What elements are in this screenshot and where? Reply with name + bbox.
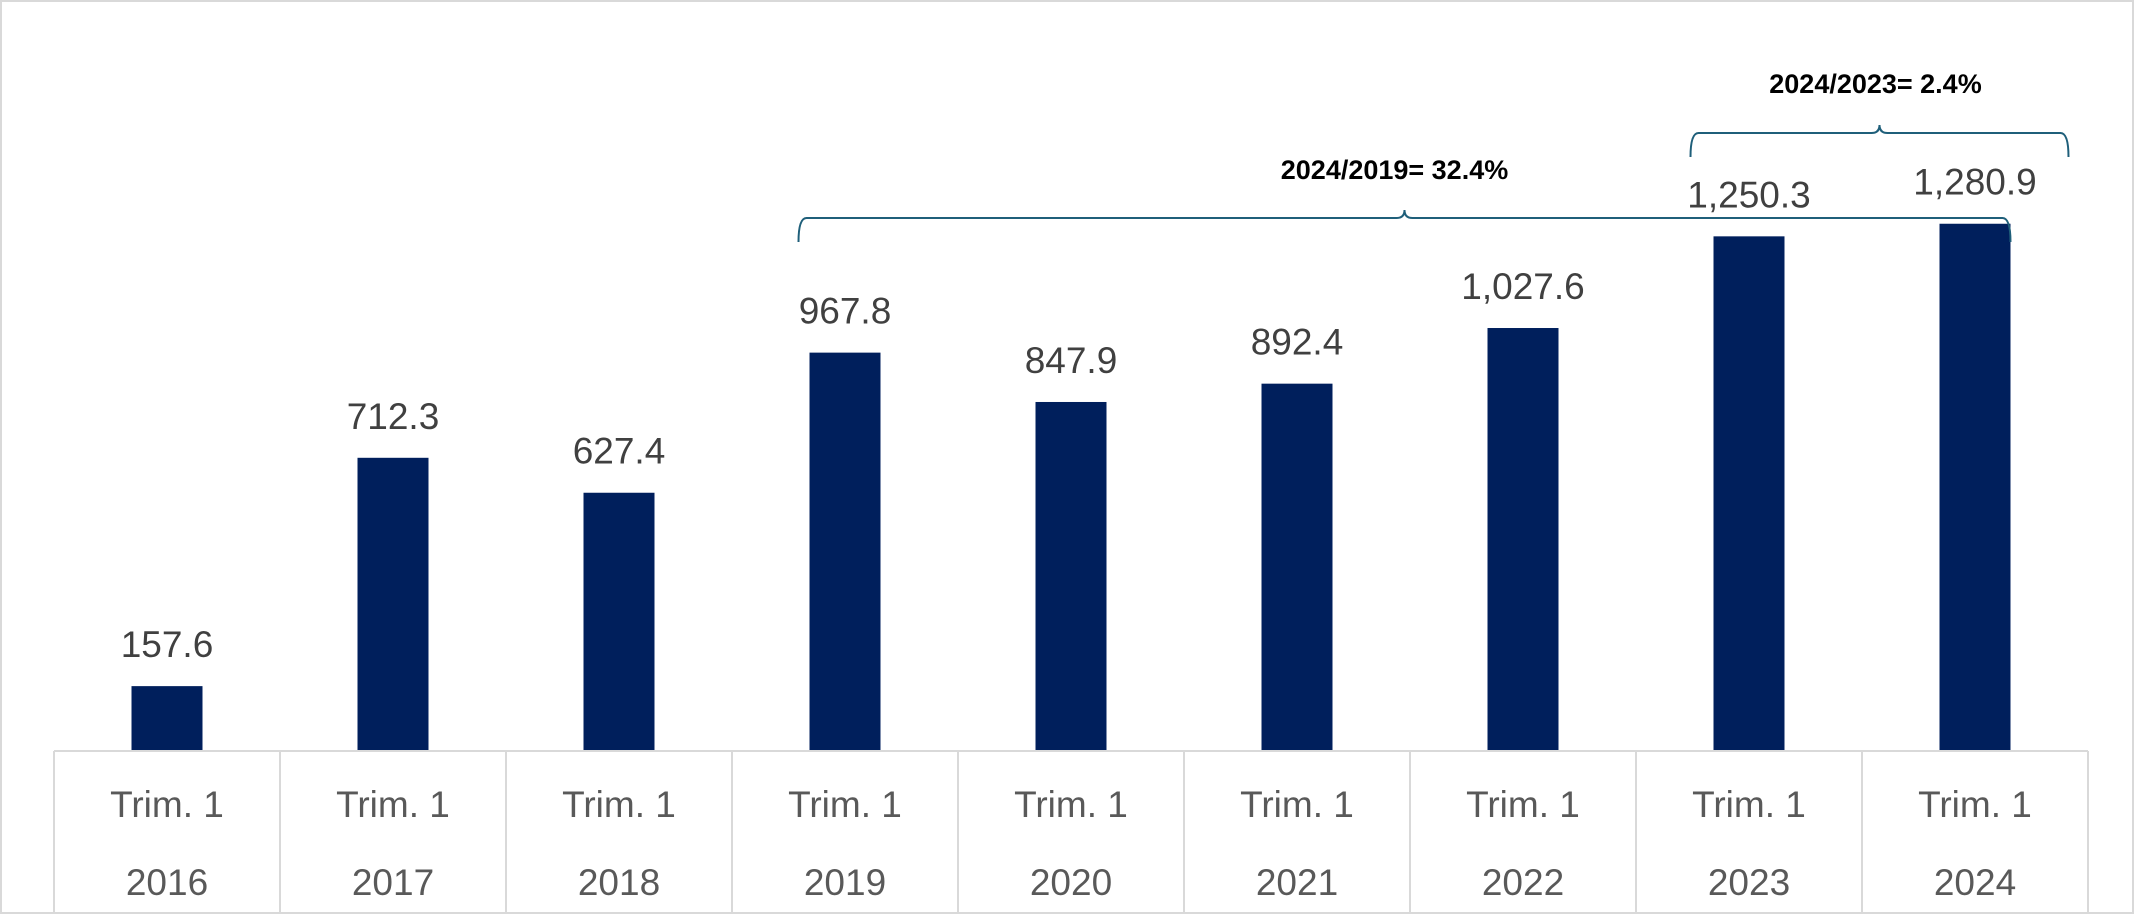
comparison-annotation: 2024/2023= 2.4% bbox=[1769, 69, 1981, 99]
category-label: 2016 bbox=[126, 862, 208, 903]
bar bbox=[1487, 328, 1559, 751]
bar bbox=[1713, 236, 1785, 752]
comparison-bracket bbox=[797, 209, 2012, 243]
bar bbox=[809, 352, 881, 751]
category-label: Trim. 1 bbox=[1918, 784, 2032, 825]
bar bbox=[1261, 383, 1333, 751]
category-label: 2023 bbox=[1708, 862, 1790, 903]
data-label: 967.8 bbox=[799, 291, 892, 332]
bar bbox=[583, 492, 655, 751]
category-label: 2019 bbox=[804, 862, 886, 903]
category-label: Trim. 1 bbox=[1240, 784, 1354, 825]
bar bbox=[357, 457, 429, 751]
category-label: Trim. 1 bbox=[562, 784, 676, 825]
data-label: 1,250.3 bbox=[1687, 174, 1810, 215]
data-label: 157.6 bbox=[121, 624, 214, 665]
comparison-annotation: 2024/2019= 32.4% bbox=[1281, 155, 1508, 185]
category-label: 2024 bbox=[1934, 862, 2016, 903]
category-label: Trim. 1 bbox=[1466, 784, 1580, 825]
comparison-bracket bbox=[1689, 124, 2070, 158]
data-label: 1,027.6 bbox=[1461, 266, 1584, 307]
category-label: Trim. 1 bbox=[1692, 784, 1806, 825]
data-label: 892.4 bbox=[1251, 322, 1344, 363]
data-label: 1,280.9 bbox=[1913, 162, 2036, 203]
bar bbox=[1939, 223, 2011, 751]
category-label: 2020 bbox=[1030, 862, 1112, 903]
category-label: 2021 bbox=[1256, 862, 1338, 903]
category-label: 2017 bbox=[352, 862, 434, 903]
bar bbox=[131, 686, 203, 751]
category-label: Trim. 1 bbox=[788, 784, 902, 825]
category-label: Trim. 1 bbox=[110, 784, 224, 825]
category-label: Trim. 1 bbox=[1014, 784, 1128, 825]
category-label: 2018 bbox=[578, 862, 660, 903]
category-label: 2022 bbox=[1482, 862, 1564, 903]
data-label: 847.9 bbox=[1025, 340, 1118, 381]
category-label: Trim. 1 bbox=[336, 784, 450, 825]
data-label: 627.4 bbox=[573, 431, 666, 472]
bar bbox=[1035, 401, 1107, 751]
data-label: 712.3 bbox=[347, 396, 440, 437]
